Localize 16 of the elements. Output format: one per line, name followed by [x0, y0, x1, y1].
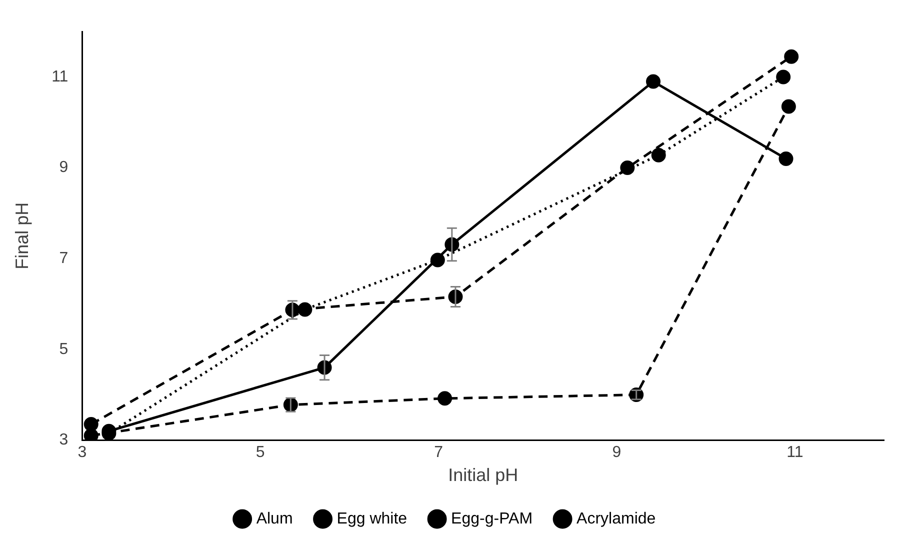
x-tick-label: 9 [612, 444, 622, 462]
y-tick-label: 5 [59, 340, 68, 358]
x-tick-label: 3 [78, 444, 87, 462]
y-tick-label: 3 [59, 432, 68, 449]
y-tick-label: 11 [52, 68, 68, 86]
legend-label: Egg-g-PAM [451, 510, 533, 528]
y-tick-label: 9 [59, 159, 68, 176]
legend-label: Egg white [336, 510, 408, 528]
x-axis-title: Initial pH [448, 465, 518, 486]
y-axis-title: Final pH [12, 202, 32, 270]
y-tick-label: 7 [59, 250, 68, 268]
x-tick-label: 7 [434, 444, 444, 462]
x-tick-label: 5 [256, 444, 265, 462]
legend-label: Acrylamide [576, 510, 656, 528]
x-tick-label: 11 [786, 444, 804, 462]
legend-label: Alum [256, 510, 293, 528]
